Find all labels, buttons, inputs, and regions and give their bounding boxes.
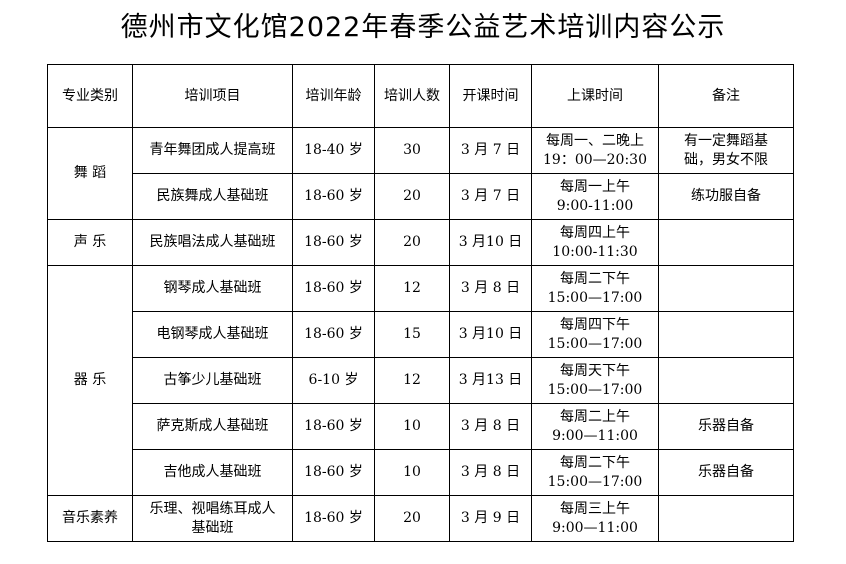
project-cell: 钢琴成人基础班: [132, 265, 293, 312]
start-cell: 3 月10 日: [449, 311, 532, 358]
header-row: 专业类别 培训项目 培训年龄 培训人数 开课时间 上课时间 备注: [47, 64, 794, 128]
header-age: 培训年龄: [292, 64, 375, 128]
time-line: 每周天下午: [560, 362, 630, 379]
age-cell: 18-60 岁: [292, 173, 375, 220]
class-time-cell: 每周二上午 9:00—11:00: [531, 403, 659, 450]
time-line: 每周四下午: [560, 316, 630, 333]
age-cell: 18-40 岁: [292, 127, 375, 174]
start-cell: 3 月 7 日: [449, 127, 532, 174]
table-row: 萨克斯成人基础班 18-60 岁 10 3 月 8 日 每周二上午 9:00—11…: [48, 403, 794, 450]
start-cell: 3 月 7 日: [449, 173, 532, 220]
class-time-cell: 每周四上午 10:00-11:30: [531, 219, 659, 266]
time-line: 9:00—11:00: [552, 427, 638, 444]
category-cell: 音乐素养: [47, 495, 133, 542]
start-cell: 3 月13 日: [449, 357, 532, 404]
table-row: 吉他成人基础班 18-60 岁 10 3 月 8 日 每周二下午 15:00—17…: [48, 449, 794, 496]
count-cell: 12: [374, 357, 450, 404]
header-start: 开课时间: [449, 64, 532, 128]
note-cell: 有一定舞蹈基 础，男女不限: [658, 127, 794, 174]
count-cell: 10: [374, 403, 450, 450]
start-cell: 3 月 8 日: [449, 265, 532, 312]
time-line: 每周一上午: [560, 178, 630, 195]
age-cell: 18-60 岁: [292, 495, 375, 542]
header-project: 培训项目: [132, 64, 293, 128]
start-cell: 3 月10 日: [449, 219, 532, 266]
note-cell: 练功服自备: [658, 173, 794, 220]
header-category: 专业类别: [47, 64, 133, 128]
training-schedule-table: 专业类别 培训项目 培训年龄 培训人数 开课时间 上课时间 备注 舞 蹈 青年舞…: [47, 64, 794, 542]
start-cell: 3 月 8 日: [449, 403, 532, 450]
class-time-cell: 每周二下午 15:00—17:00: [531, 265, 659, 312]
note-line: 础，男女不限: [684, 151, 768, 168]
table-row: 古筝少儿基础班 6-10 岁 12 3 月13 日 每周天下午 15:00—17:…: [48, 357, 794, 404]
age-cell: 18-60 岁: [292, 403, 375, 450]
count-cell: 30: [374, 127, 450, 174]
age-cell: 18-60 岁: [292, 265, 375, 312]
table-row: 电钢琴成人基础班 18-60 岁 15 3 月10 日 每周四下午 15:00—1…: [48, 311, 794, 358]
time-line: 15:00—17:00: [547, 335, 643, 352]
count-cell: 10: [374, 449, 450, 496]
table-row: 音乐素养 乐理、视唱练耳成人 基础班 18-60 岁 20 3 月 9 日 每周三…: [47, 495, 794, 542]
time-line: 15:00—17:00: [547, 289, 643, 306]
note-cell: [658, 311, 794, 358]
time-line: 每周二下午: [560, 454, 630, 471]
note-cell: [658, 495, 794, 542]
note-cell: [658, 265, 794, 312]
project-cell: 电钢琴成人基础班: [132, 311, 293, 358]
age-cell: 18-60 岁: [292, 219, 375, 266]
age-cell: 18-60 岁: [292, 449, 375, 496]
time-line: 9:00-11:00: [556, 197, 634, 214]
class-time-cell: 每周二下午 15:00—17:00: [531, 449, 659, 496]
category-cell: 舞 蹈: [47, 127, 133, 220]
note-line: 有一定舞蹈基: [684, 132, 768, 149]
time-line: 15:00—17:00: [547, 381, 643, 398]
class-time-cell: 每周一、二晚上 19：00—20:30: [531, 127, 659, 174]
header-class-time: 上课时间: [531, 64, 659, 128]
project-cell: 古筝少儿基础班: [132, 357, 293, 404]
category-cell: 器 乐: [47, 265, 133, 496]
count-cell: 12: [374, 265, 450, 312]
time-line: 19：00—20:30: [543, 151, 647, 168]
table-row: 民族舞成人基础班 18-60 岁 20 3 月 7 日 每周一上午 9:00-11…: [48, 173, 794, 220]
project-line: 基础班: [191, 519, 234, 536]
project-cell: 青年舞团成人提高班: [132, 127, 293, 174]
time-line: 每周二上午: [560, 408, 630, 425]
project-cell: 乐理、视唱练耳成人 基础班: [132, 495, 293, 542]
note-cell: [658, 357, 794, 404]
class-time-cell: 每周四下午 15:00—17:00: [531, 311, 659, 358]
note-cell: 乐器自备: [658, 449, 794, 496]
class-time-cell: 每周天下午 15:00—17:00: [531, 357, 659, 404]
table-row: 声 乐 民族唱法成人基础班 18-60 岁 20 3 月10 日 每周四上午 10…: [47, 219, 794, 266]
project-cell: 民族唱法成人基础班: [132, 219, 293, 266]
table-row: 器 乐 钢琴成人基础班 18-60 岁 12 3 月 8 日 每周二下午 15:0…: [47, 265, 794, 496]
count-cell: 15: [374, 311, 450, 358]
time-line: 10:00-11:30: [552, 243, 638, 260]
start-cell: 3 月 8 日: [449, 449, 532, 496]
table-row: 舞 蹈 青年舞团成人提高班 18-40 岁 30 3 月 7 日 每周一、二晚上…: [47, 127, 794, 220]
note-cell: [658, 219, 794, 266]
time-line: 每周三上午: [560, 500, 630, 517]
category-cell: 声 乐: [47, 219, 133, 266]
project-cell: 民族舞成人基础班: [132, 173, 293, 220]
time-line: 每周二下午: [560, 270, 630, 287]
page-title: 德州市文化馆2022年春季公益艺术培训内容公示: [120, 12, 726, 43]
header-count: 培训人数: [374, 64, 450, 128]
class-time-cell: 每周三上午 9:00—11:00: [531, 495, 659, 542]
time-line: 每周一、二晚上: [546, 132, 644, 149]
count-cell: 20: [374, 219, 450, 266]
class-time-cell: 每周一上午 9:00-11:00: [531, 173, 659, 220]
time-line: 每周四上午: [560, 224, 630, 241]
start-cell: 3 月 9 日: [449, 495, 532, 542]
project-cell: 萨克斯成人基础班: [132, 403, 293, 450]
count-cell: 20: [374, 495, 450, 542]
note-cell: 乐器自备: [658, 403, 794, 450]
header-note: 备注: [658, 64, 794, 128]
age-cell: 6-10 岁: [292, 357, 375, 404]
project-line: 乐理、视唱练耳成人: [149, 500, 276, 517]
time-line: 15:00—17:00: [547, 473, 643, 490]
age-cell: 18-60 岁: [292, 311, 375, 358]
project-cell: 吉他成人基础班: [132, 449, 293, 496]
count-cell: 20: [374, 173, 450, 220]
time-line: 9:00—11:00: [552, 519, 638, 536]
